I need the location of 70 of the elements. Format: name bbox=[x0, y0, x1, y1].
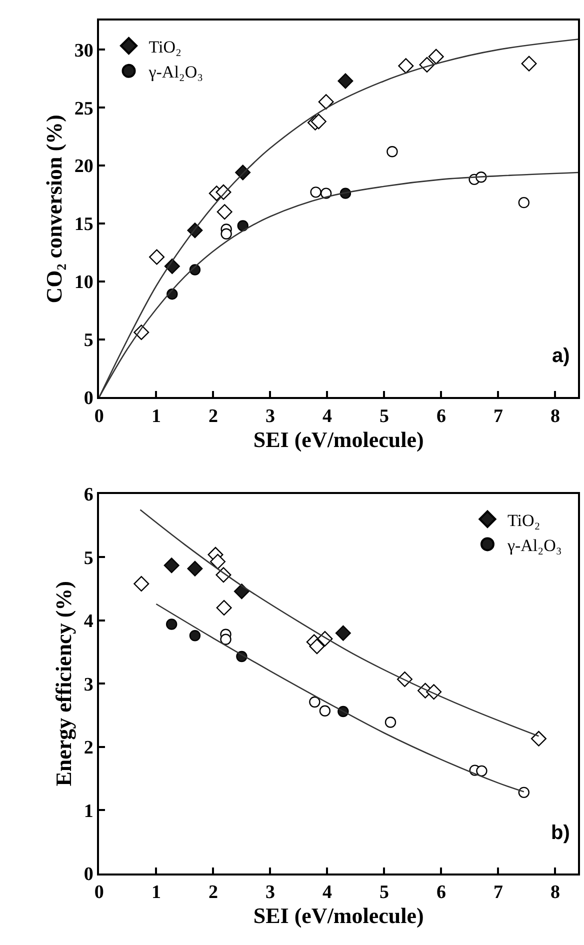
x-tick-label: 6 bbox=[436, 406, 446, 427]
x-axis-title: SEI (eV/molecule) bbox=[253, 903, 424, 928]
point bbox=[216, 204, 232, 220]
point bbox=[521, 56, 537, 72]
y-tick-label: 2 bbox=[84, 738, 94, 759]
y-axis-title: CO₂ conversion (%) bbox=[42, 114, 67, 304]
y-tick-label: 0 bbox=[84, 864, 94, 886]
y-tick-label: 5 bbox=[84, 548, 94, 569]
y-tick-label: 30 bbox=[74, 40, 94, 62]
point bbox=[187, 560, 203, 576]
y-tick-label: 3 bbox=[84, 674, 94, 696]
x-tick-label: 1 bbox=[151, 406, 161, 427]
point bbox=[220, 634, 232, 646]
point bbox=[234, 584, 250, 600]
point bbox=[166, 618, 178, 630]
x-tick-label: 5 bbox=[379, 882, 389, 904]
legend-label: γ-Al₂O₃ bbox=[148, 62, 204, 82]
x-tick-label: 4 bbox=[322, 406, 332, 427]
x-tick-label: 7 bbox=[493, 882, 504, 904]
point bbox=[189, 630, 201, 642]
x-tick-label: 1 bbox=[151, 882, 161, 904]
x-tick-label: 4 bbox=[322, 882, 332, 904]
x-tick-label: 3 bbox=[265, 406, 275, 427]
point bbox=[338, 73, 354, 89]
y-tick-label: 25 bbox=[74, 98, 94, 120]
point bbox=[335, 625, 351, 641]
y-tick-label: 15 bbox=[74, 214, 94, 236]
annotation: a) bbox=[552, 345, 570, 367]
legend-label: γ-Al₂O₃ bbox=[506, 536, 562, 555]
y-tick-label: 5 bbox=[84, 330, 94, 351]
point bbox=[309, 638, 325, 654]
y-tick-label: 20 bbox=[74, 156, 94, 178]
point bbox=[319, 705, 331, 716]
point bbox=[164, 558, 180, 574]
point bbox=[149, 249, 165, 265]
y-axis-title: Energy efficiency (%) bbox=[51, 581, 76, 786]
point bbox=[428, 48, 444, 64]
point bbox=[310, 186, 322, 198]
x-tick-label: 8 bbox=[550, 406, 560, 427]
y-tick-label: 0 bbox=[84, 388, 94, 409]
x-tick-label: 7 bbox=[493, 406, 504, 427]
point bbox=[216, 600, 232, 616]
point bbox=[386, 146, 398, 158]
y-tick-label: 4 bbox=[84, 611, 94, 632]
y-tick-label: 6 bbox=[84, 484, 94, 506]
y-tick-label: 10 bbox=[74, 272, 94, 294]
point bbox=[310, 114, 326, 130]
point bbox=[518, 196, 530, 208]
x-tick-label: 2 bbox=[208, 406, 218, 427]
point bbox=[237, 220, 248, 232]
x-tick-label: 2 bbox=[208, 882, 218, 904]
point bbox=[220, 228, 232, 240]
legend-label: TiO₂ bbox=[148, 37, 182, 56]
point bbox=[530, 730, 546, 746]
y-tick-label: 1 bbox=[84, 800, 94, 822]
point bbox=[318, 94, 334, 110]
legend-label: TiO₂ bbox=[507, 510, 540, 530]
point bbox=[210, 554, 226, 570]
x-tick-label: 5 bbox=[379, 406, 389, 427]
x-axis-title: SEI (eV/molecule) bbox=[253, 426, 424, 452]
point bbox=[309, 696, 320, 708]
point bbox=[134, 576, 150, 592]
x-tick-label: 8 bbox=[550, 882, 560, 904]
annotation: b) bbox=[551, 822, 570, 844]
point bbox=[476, 765, 488, 777]
x-tick-label: 6 bbox=[436, 882, 446, 904]
point bbox=[384, 716, 396, 728]
x-tick-label: 3 bbox=[265, 882, 275, 904]
point bbox=[398, 58, 414, 74]
point bbox=[518, 786, 530, 798]
